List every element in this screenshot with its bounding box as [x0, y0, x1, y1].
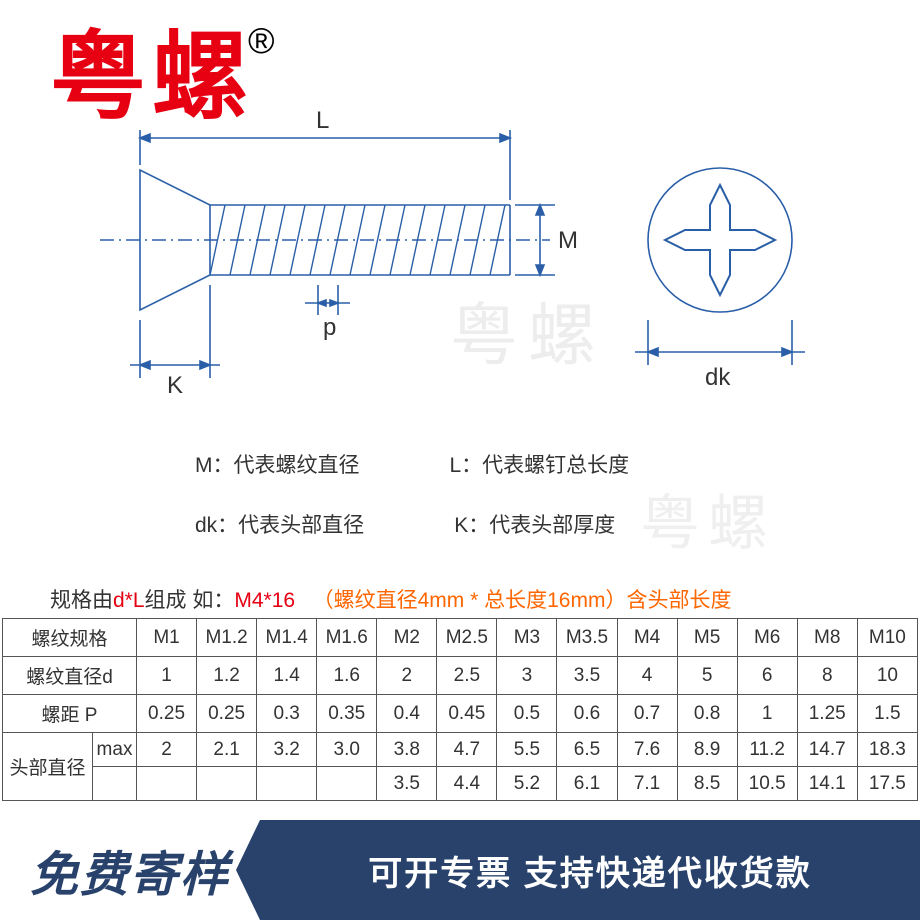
- footer-right: 可开专票 支持快递代收货款: [260, 820, 920, 920]
- spec-formula: 规格由d*L组成 如：M4*16 （螺纹直径4mm * 总长度16mm）含头部长…: [50, 584, 731, 614]
- legend-M: M：代表螺纹直径: [195, 445, 360, 487]
- footer-banner: 免费寄样 可开专票 支持快递代收货款: [0, 820, 920, 920]
- screw-diagram: L M p K dk: [80, 110, 860, 400]
- legend-K: K：代表头部厚度: [454, 505, 615, 547]
- spec-table: 螺纹规格 M1 M1.2 M1.4 M1.6 M2 M2.5 M3 M3.5 M…: [2, 618, 918, 801]
- dimension-legend: M：代表螺纹直径 L：代表螺钉总长度 dk：代表头部直径 K：代表头部厚度: [195, 445, 629, 565]
- label-p: p: [323, 314, 336, 341]
- label-K: K: [167, 372, 183, 399]
- table-row: 3.54.45.26.17.18.510.514.117.5: [3, 767, 918, 801]
- legend-dk: dk：代表头部直径: [195, 505, 364, 547]
- table-header-row: 螺纹规格 M1 M1.2 M1.4 M1.6 M2 M2.5 M3 M3.5 M…: [3, 619, 918, 657]
- label-M: M: [558, 227, 578, 254]
- watermark: 粤螺: [640, 475, 776, 562]
- registered-mark: ®: [248, 20, 275, 62]
- table-row: 螺距 P 0.250.250.30.350.40.450.50.60.70.81…: [3, 695, 918, 733]
- legend-L: L：代表螺钉总长度: [450, 445, 630, 487]
- table-row: 头部直径 max 22.13.23.03.84.75.56.57.68.911.…: [3, 733, 918, 767]
- label-dk: dk: [705, 364, 731, 391]
- label-L: L: [316, 110, 329, 134]
- footer-left: 免费寄样: [0, 820, 260, 920]
- table-row: 螺纹直径d 11.21.41.622.533.5456810: [3, 657, 918, 695]
